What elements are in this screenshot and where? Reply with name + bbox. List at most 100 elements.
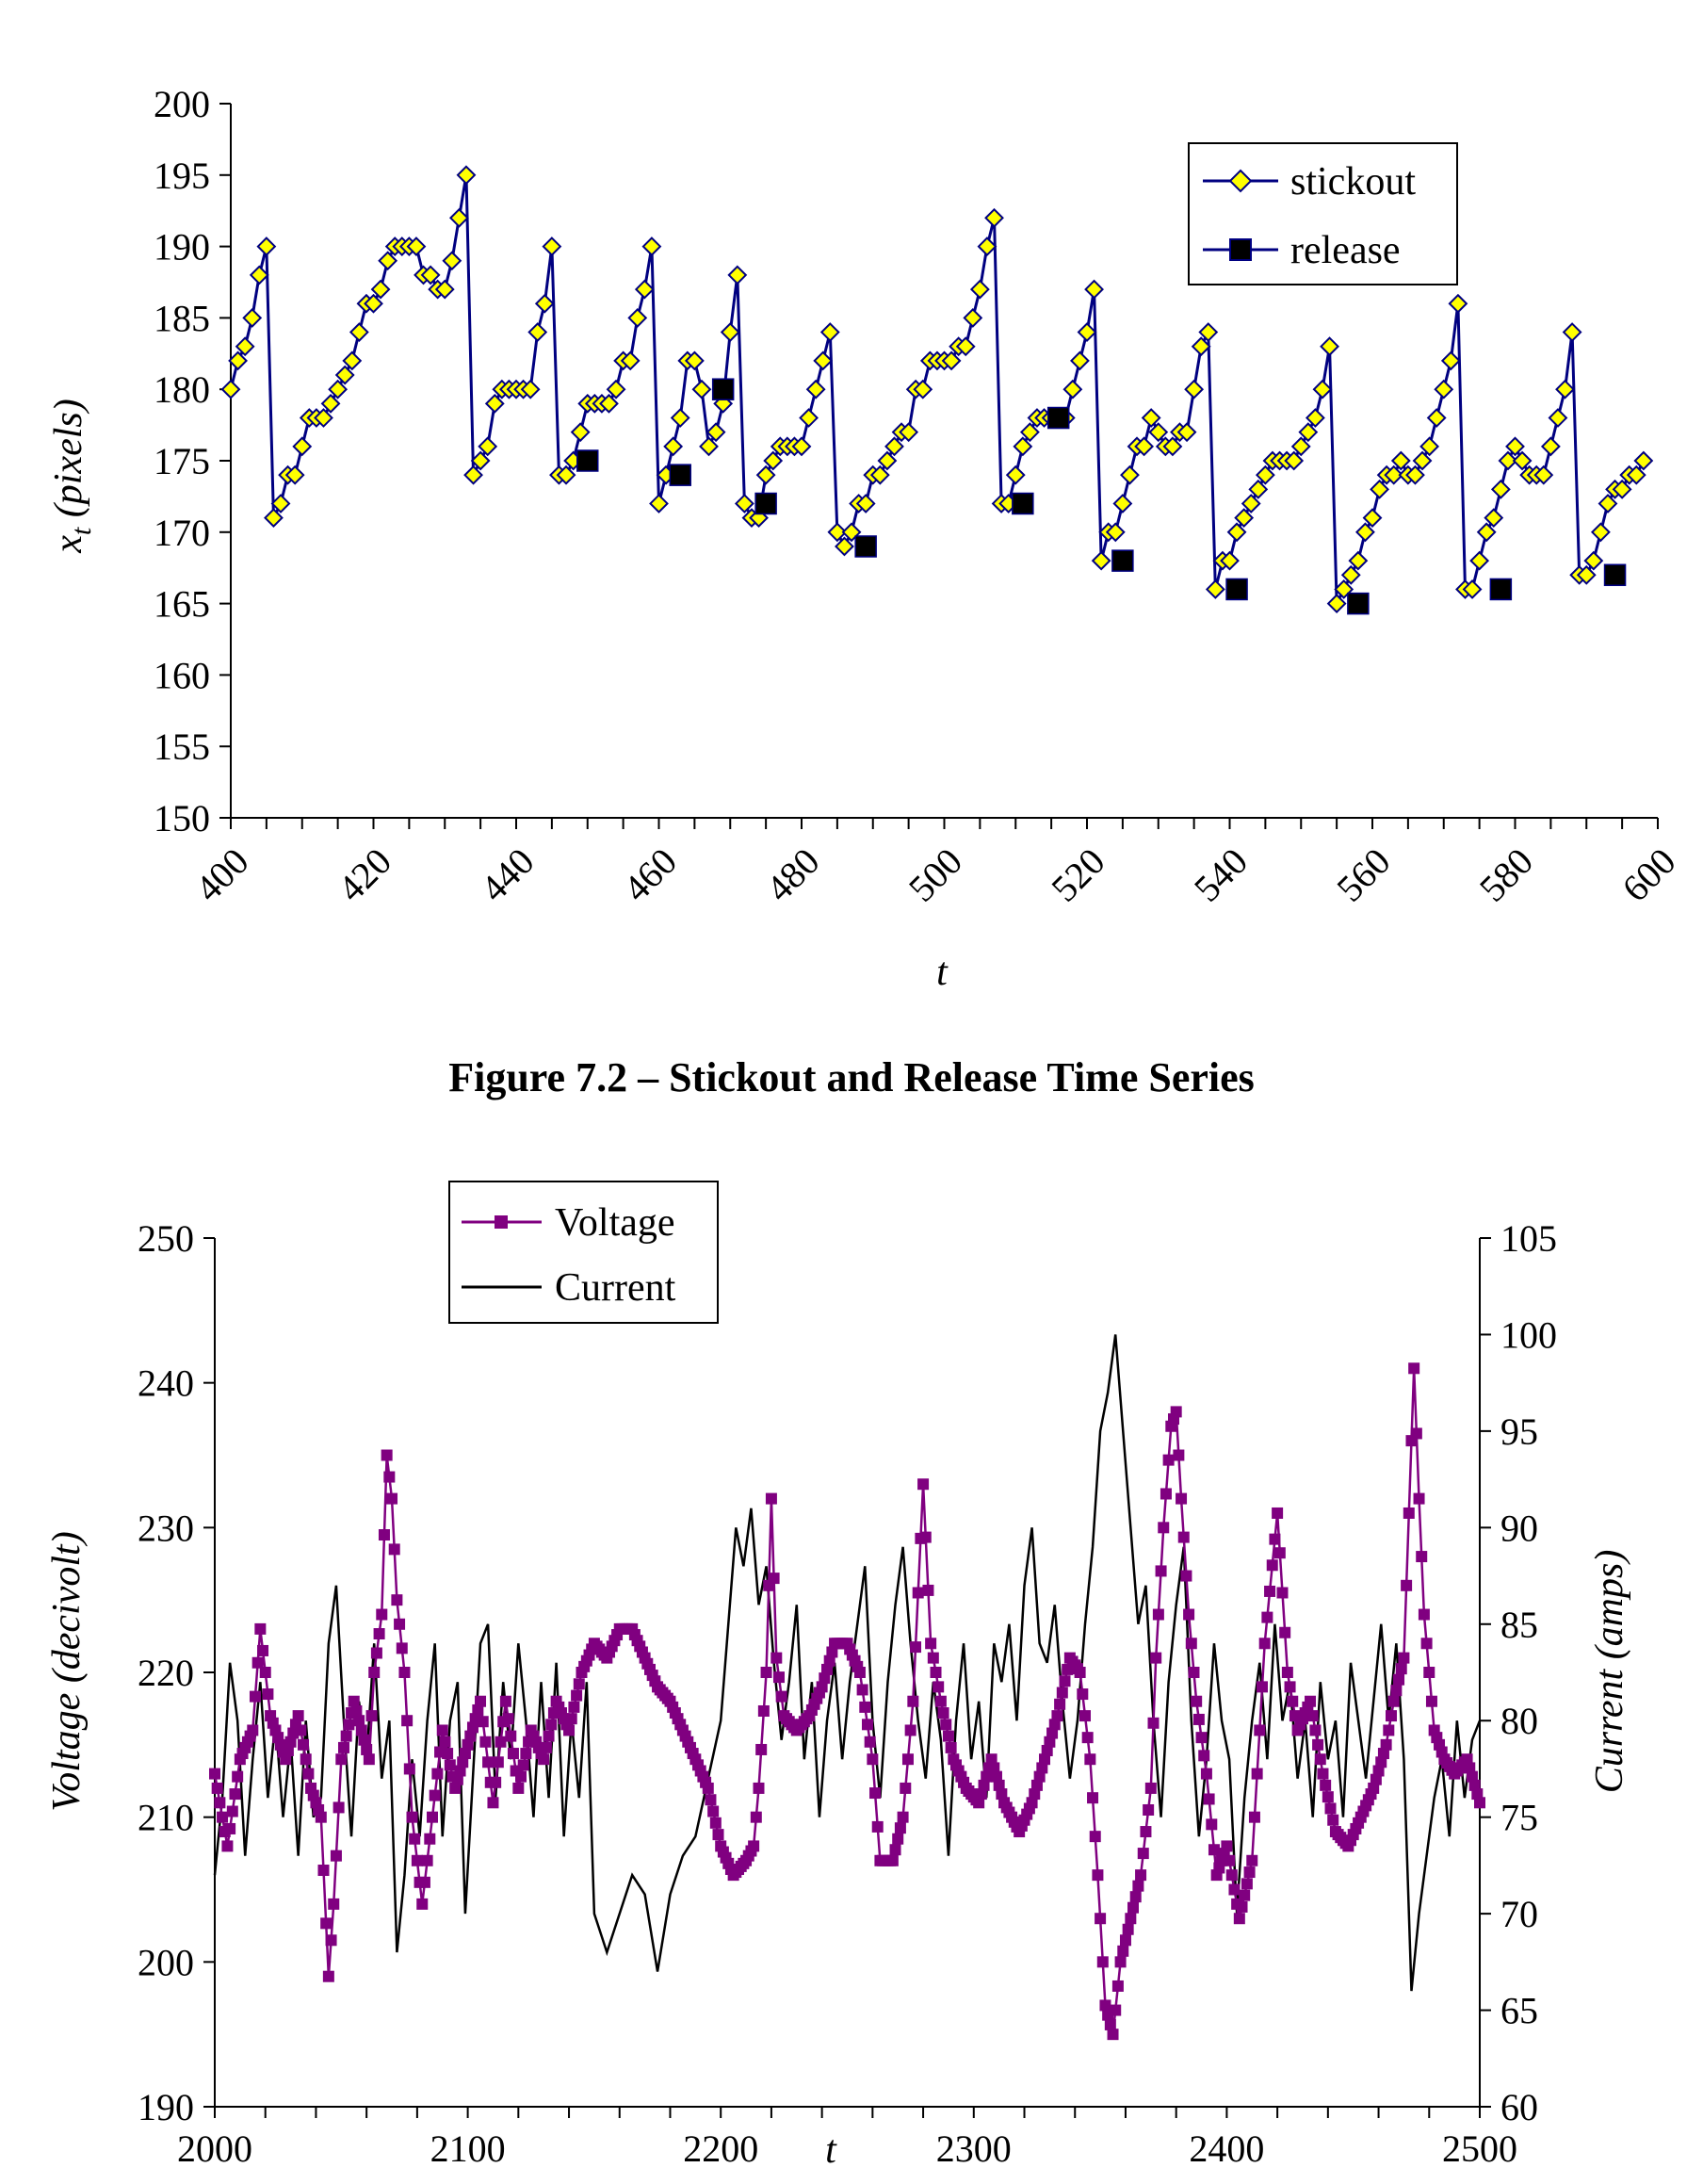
voltage-point <box>1393 1673 1405 1686</box>
x-tick-label: 400 <box>187 839 256 909</box>
right-y-tick-label: 60 <box>1500 2086 1538 2128</box>
voltage-point <box>1273 1547 1286 1559</box>
stickout-point <box>1340 564 1361 585</box>
voltage-point <box>370 1647 382 1659</box>
voltage-point <box>411 1854 423 1866</box>
voltage-point <box>302 1768 315 1780</box>
stickout-point <box>819 322 840 342</box>
stickout-point <box>1390 450 1411 471</box>
stickout-point <box>763 450 784 471</box>
voltage-point <box>1140 1826 1152 1838</box>
voltage-point <box>1125 1913 1137 1925</box>
voltage-point <box>217 1811 229 1823</box>
voltage-point <box>988 1762 1000 1774</box>
voltage-point <box>477 1716 489 1728</box>
voltage-point <box>1208 1844 1220 1856</box>
voltage-point <box>292 1710 304 1722</box>
chart1-x-axis-title: t <box>936 951 949 994</box>
voltage-current-chart: 190 200 210 220 230 240 250 60 65 70 75 80 85 90 95 100… <box>45 1181 1631 2172</box>
stickout-point <box>1290 436 1311 457</box>
stickout-point <box>1440 350 1461 371</box>
voltage-point <box>1312 1738 1324 1751</box>
voltage-point <box>940 1719 952 1731</box>
stickout-point <box>1248 479 1269 499</box>
stickout-point <box>755 465 776 485</box>
stickout-point <box>955 336 976 357</box>
voltage-point <box>1225 1869 1238 1882</box>
voltage-point <box>904 1724 916 1736</box>
voltage-point <box>1180 1570 1192 1582</box>
y-tick-label: 200 <box>154 83 210 125</box>
left-y-tick-label: 230 <box>138 1507 194 1549</box>
x-tick-label: 2300 <box>936 2127 1012 2170</box>
voltage-point <box>985 1753 997 1766</box>
voltage-point <box>406 1811 418 1823</box>
stickout-point <box>292 436 313 457</box>
stickout-point <box>527 322 548 342</box>
voltage-point <box>750 1811 762 1823</box>
stickout-point <box>284 465 305 485</box>
stickout-point <box>1633 450 1654 471</box>
voltage-point <box>1377 1748 1389 1760</box>
voltage-point <box>1051 1710 1063 1722</box>
voltage-point <box>990 1770 1002 1783</box>
chart2-tick-labels: 190 200 210 220 230 240 250 60 65 70 75 80 85 90 95 100… <box>138 1217 1557 2170</box>
voltage-point <box>1281 1667 1293 1678</box>
voltage-point <box>459 1748 471 1760</box>
voltage-point <box>823 1654 835 1667</box>
voltage-point <box>368 1667 381 1678</box>
chart1-axes <box>219 103 1659 829</box>
left-y-tick-label: 250 <box>138 1217 194 1260</box>
voltage-point <box>254 1622 267 1635</box>
stickout-point <box>899 422 919 443</box>
y-tick-label: 160 <box>154 654 210 696</box>
voltage-point <box>1425 1695 1437 1707</box>
voltage-point <box>1077 1688 1089 1701</box>
legend-release-marker <box>1229 238 1252 261</box>
x-tick-label: 500 <box>900 839 970 909</box>
stickout-point <box>314 408 333 428</box>
voltage-point <box>1269 1533 1281 1545</box>
voltage-point <box>315 1811 327 1823</box>
release-point <box>1111 549 1134 572</box>
stickout-point <box>420 265 441 285</box>
voltage-point <box>361 1743 373 1755</box>
voltage-point <box>1039 1753 1051 1766</box>
voltage-point <box>365 1710 378 1722</box>
voltage-point <box>1276 1587 1289 1599</box>
stickout-point <box>1226 522 1247 543</box>
voltage-point <box>409 1833 421 1845</box>
stickout-point <box>1512 450 1533 471</box>
voltage-point <box>229 1788 241 1801</box>
chart2-legend-box <box>448 1181 719 1324</box>
stickout-point <box>235 336 255 357</box>
voltage-point <box>573 1678 585 1690</box>
voltage-point <box>1251 1768 1263 1780</box>
left-y-tick-label: 240 <box>138 1362 194 1405</box>
voltage-point <box>1413 1492 1425 1505</box>
voltage-point <box>1383 1724 1395 1736</box>
x-tick-label: 2000 <box>177 2127 252 2170</box>
stickout-point <box>463 465 483 485</box>
stickout-point <box>1326 594 1347 614</box>
stickout-point <box>1162 436 1183 457</box>
voltage-point <box>224 1822 236 1834</box>
x-tick-label: 540 <box>1186 839 1256 909</box>
stickout-point <box>1384 465 1404 485</box>
voltage-point <box>917 1478 930 1491</box>
voltage-point <box>757 1704 770 1717</box>
stickout-point <box>620 350 641 371</box>
voltage-point <box>975 1788 987 1801</box>
stickout-point <box>1476 522 1497 543</box>
voltage-point <box>1183 1608 1195 1621</box>
voltage-point <box>317 1865 330 1877</box>
voltage-point <box>571 1689 583 1702</box>
voltage-point <box>394 1618 406 1630</box>
right-y-tick-label: 75 <box>1500 1797 1538 1839</box>
release-point <box>1603 563 1627 587</box>
voltage-point <box>821 1663 834 1675</box>
stickout-point <box>1562 322 1582 342</box>
voltage-point <box>350 1704 363 1717</box>
stickout-point <box>570 422 591 443</box>
stickout-point <box>1533 465 1554 485</box>
